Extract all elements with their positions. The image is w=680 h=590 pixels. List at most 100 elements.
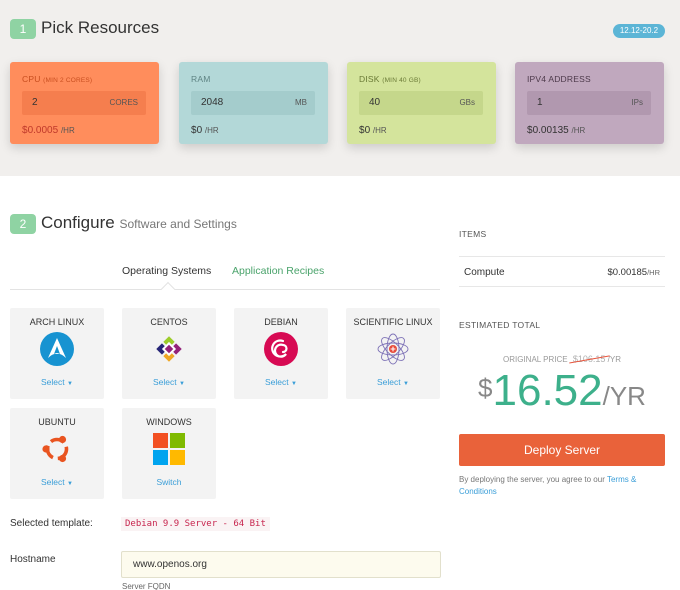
tabs-divider <box>10 289 440 290</box>
deploy-server-button[interactable]: Deploy Server <box>459 434 665 466</box>
disk-label: DISK (MIN 40 GB) <box>359 74 421 84</box>
resource-unit: CORES <box>109 98 138 107</box>
chevron-down-icon: ▼ <box>403 381 409 387</box>
version-badge: 12.12-20.2 <box>613 24 665 38</box>
hostname-label: Hostname <box>10 554 56 565</box>
item-compute-price: $0.00185/HR <box>560 267 660 278</box>
price-value: 0 <box>196 125 203 136</box>
resource-value: 1 <box>537 97 543 108</box>
os-name: UBUNTU <box>38 417 76 427</box>
resource-label: IPV4 ADDRESS <box>527 74 591 84</box>
hostname-help-text: Server FQDN <box>122 582 171 590</box>
price-prefix: $ <box>359 125 365 136</box>
total-currency: $ <box>478 373 493 403</box>
price-prefix: $ <box>22 125 28 136</box>
divider <box>459 256 665 257</box>
os-select-button[interactable]: Select ▼ <box>346 377 440 387</box>
os-select-button[interactable]: Select ▼ <box>10 477 104 487</box>
os-card-windows[interactable]: WINDOWS Switch <box>122 408 216 499</box>
os-name: CENTOS <box>150 317 188 327</box>
terms-notice: By deploying the server, you agree to ou… <box>459 474 665 498</box>
pick-resources-section: 1 Pick Resources 12.12-20.2 CPU (MIN 2 C… <box>0 0 680 176</box>
item-price-value: $0.00185 <box>607 267 648 278</box>
total-suffix: /YR <box>602 381 646 411</box>
terms-link[interactable]: Terms & Conditions <box>459 475 637 496</box>
estimated-total: $16.52/YR <box>459 366 665 416</box>
section-title: Configure Software and Settings <box>41 213 237 233</box>
chevron-down-icon: ▼ <box>291 381 297 387</box>
os-action-label: Select <box>153 377 177 387</box>
section-title: Pick Resources <box>41 18 160 37</box>
tab-operating-systems[interactable]: Operating Systems <box>122 265 212 277</box>
ram-input[interactable]: 2048 MB <box>191 91 315 115</box>
os-select-button[interactable]: Select ▼ <box>234 377 328 387</box>
original-price-suffix: /YR <box>607 355 621 364</box>
os-name: SCIENTIFIC LINUX <box>353 317 433 327</box>
price-prefix: $ <box>191 125 197 136</box>
step-badge: 2 <box>10 214 36 234</box>
total-amount: 16.52 <box>492 366 603 415</box>
selected-template-label: Selected template: <box>10 518 93 529</box>
ipv4-label: IPV4 ADDRESS <box>527 74 591 84</box>
price-value: 0 <box>364 125 371 136</box>
windows-icon <box>152 432 186 466</box>
price-suffix: /HR <box>60 126 75 135</box>
item-compute-name: Compute <box>464 267 505 278</box>
original-price-value: $106.15 <box>572 354 606 364</box>
os-action-label: Switch <box>156 477 182 487</box>
disk-price: $0 /HR <box>359 125 387 136</box>
price-suffix: /HR <box>204 126 219 135</box>
ubuntu-icon <box>40 432 74 466</box>
ipv4-card: IPV4 ADDRESS 1 IPs $0.00135 /HR <box>515 62 664 144</box>
section-title-text: Configure <box>41 213 115 232</box>
os-card-debian[interactable]: DEBIAN Select ▼ <box>234 308 328 399</box>
chevron-down-icon: ▼ <box>67 381 73 387</box>
resource-unit: GBs <box>459 98 475 107</box>
os-action-label: Select <box>377 377 401 387</box>
resource-note: (MIN 2 CORES) <box>43 77 93 84</box>
hostname-input[interactable]: www.openos.org <box>121 551 441 578</box>
tab-application-recipes[interactable]: Application Recipes <box>232 265 325 277</box>
scientific-linux-icon <box>376 332 410 366</box>
os-card-scientific-linux[interactable]: SCIENTIFIC LINUX Select ▼ <box>346 308 440 399</box>
step-badge: 1 <box>10 19 36 39</box>
items-heading: ITEMS <box>459 229 487 239</box>
os-select-button[interactable]: Select ▼ <box>10 377 104 387</box>
os-card-ubuntu[interactable]: UBUNTU Select ▼ <box>10 408 104 499</box>
chevron-down-icon: ▼ <box>179 381 185 387</box>
os-card-arch-linux[interactable]: ARCH LINUX Select ▼ <box>10 308 104 399</box>
resource-value: 2048 <box>201 97 224 108</box>
os-select-button[interactable]: Select ▼ <box>122 377 216 387</box>
active-tab-caret <box>160 281 176 297</box>
os-action-label: Select <box>265 377 289 387</box>
section-subtitle: Software and Settings <box>119 217 237 231</box>
os-action-label: Select <box>41 477 65 487</box>
os-card-centos[interactable]: CENTOS Select ▼ <box>122 308 216 399</box>
price-value: 0.00135 <box>532 125 569 136</box>
divider <box>459 286 665 287</box>
price-suffix: /HR <box>372 126 387 135</box>
ram-label: RAM <box>191 74 211 84</box>
price-prefix: $ <box>527 125 533 136</box>
os-action-label: Select <box>41 377 65 387</box>
debian-icon <box>264 332 298 366</box>
ram-card: RAM 2048 MB $0 /HR <box>179 62 328 144</box>
chevron-down-icon: ▼ <box>67 481 73 487</box>
hostname-input-value: www.openos.org <box>133 559 207 570</box>
price-value: 0.0005 <box>27 125 59 136</box>
resource-label: RAM <box>191 74 211 84</box>
resource-value: 2 <box>32 97 38 108</box>
os-name: WINDOWS <box>146 417 192 427</box>
resource-label: CPU <box>22 74 41 84</box>
item-price-suffix: /HR <box>647 268 660 277</box>
disk-input[interactable]: 40 GBs <box>359 91 483 115</box>
arch-linux-icon <box>40 332 74 366</box>
ipv4-input[interactable]: 1 IPs <box>527 91 651 115</box>
cpu-input[interactable]: 2 CORES <box>22 91 146 115</box>
centos-icon <box>152 332 186 366</box>
selected-template-value: Debian 9.9 Server - 64 Bit <box>121 517 270 531</box>
terms-text: By deploying the server, you agree to ou… <box>459 475 607 484</box>
os-switch-button[interactable]: Switch <box>122 477 216 487</box>
resource-unit: MB <box>295 98 307 107</box>
original-price: ORIGINAL PRICE $106.15 /YR <box>459 354 665 364</box>
